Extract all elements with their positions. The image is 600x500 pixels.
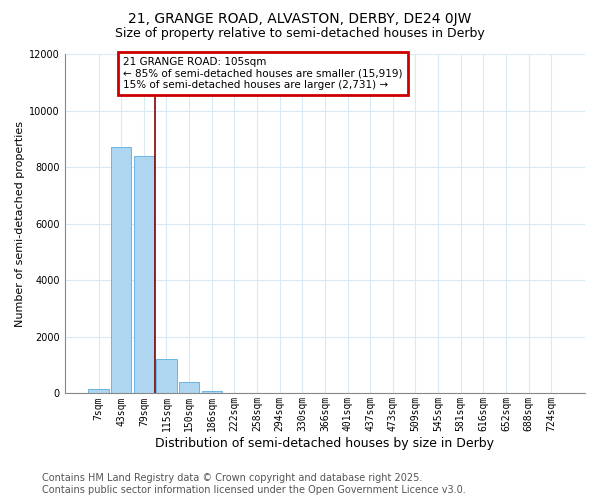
Bar (134, 156, 154, 394)
Bar (202, 390, 222, 394)
X-axis label: Distribution of semi-detached houses by size in Derby: Distribution of semi-detached houses by … (155, 437, 494, 450)
Bar (88, 389, 109, 394)
Y-axis label: Number of semi-detached properties: Number of semi-detached properties (15, 120, 25, 326)
Text: Size of property relative to semi-detached houses in Derby: Size of property relative to semi-detach… (115, 28, 485, 40)
Text: Contains HM Land Registry data © Crown copyright and database right 2025.
Contai: Contains HM Land Registry data © Crown c… (42, 474, 466, 495)
Text: 21, GRANGE ROAD, ALVASTON, DERBY, DE24 0JW: 21, GRANGE ROAD, ALVASTON, DERBY, DE24 0… (128, 12, 472, 26)
Bar (179, 382, 199, 394)
Bar (157, 360, 176, 394)
Bar (111, 148, 131, 394)
Text: 21 GRANGE ROAD: 105sqm
← 85% of semi-detached houses are smaller (15,919)
15% of: 21 GRANGE ROAD: 105sqm ← 85% of semi-det… (124, 57, 403, 90)
